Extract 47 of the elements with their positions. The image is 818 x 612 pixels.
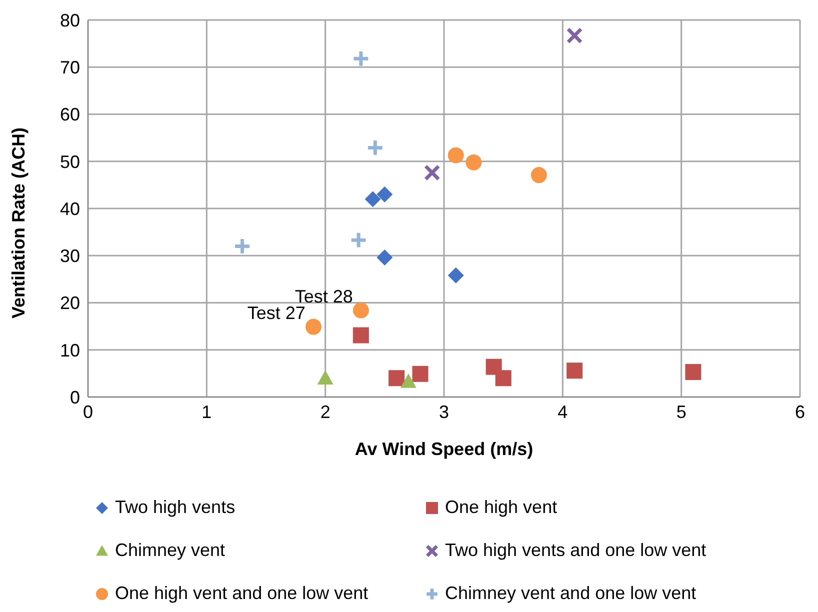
y-tick-label: 30	[60, 246, 80, 266]
legend-label: Chimney vent and one low vent	[445, 583, 696, 604]
point	[376, 186, 393, 202]
y-tick-label: 70	[60, 58, 80, 78]
point	[352, 302, 369, 318]
x-tick-label: 6	[794, 402, 806, 422]
y-tick-label: 50	[60, 152, 80, 172]
y-tick-label: 60	[60, 104, 80, 125]
point	[530, 167, 547, 184]
legend-label: One high vent and one low vent	[115, 583, 368, 604]
point	[566, 362, 583, 379]
point	[495, 370, 512, 386]
point	[305, 318, 322, 335]
point	[352, 50, 370, 68]
point	[566, 27, 583, 44]
point	[400, 373, 416, 388]
y-tick-label: 0	[70, 387, 80, 408]
x-tick-label: 2	[320, 402, 330, 422]
point	[364, 191, 381, 208]
point	[685, 364, 702, 380]
point	[352, 327, 369, 344]
legend-label: One high vent	[445, 497, 558, 518]
point	[412, 366, 428, 382]
legend-label: Two high vents and one low vent	[445, 540, 706, 561]
x-tick-label: 1	[202, 402, 212, 422]
point	[448, 147, 464, 164]
legend-label: Chimney vent	[115, 540, 226, 561]
x-tick-label: 0	[82, 402, 94, 422]
point	[466, 154, 482, 170]
x-tick-label: 4	[558, 402, 568, 422]
x-tick-label: 3	[438, 402, 450, 422]
legend-label: Two high vents	[115, 497, 236, 518]
point	[448, 267, 464, 284]
point	[366, 138, 384, 157]
point	[233, 237, 252, 256]
y-tick-label: 10	[60, 340, 80, 360]
x-tick-label: 5	[676, 402, 686, 422]
y-tick-label: 40	[60, 198, 80, 219]
point	[388, 370, 405, 386]
y-axis-title: Ventilation Rate (ACH)	[8, 127, 28, 318]
point	[317, 370, 334, 385]
point	[424, 164, 440, 181]
y-tick-label: 80	[60, 10, 80, 30]
y-tick-label: 20	[60, 293, 80, 314]
point	[350, 231, 368, 250]
x-axis-title: Av Wind Speed (m/s)	[354, 439, 534, 459]
point	[376, 250, 393, 266]
